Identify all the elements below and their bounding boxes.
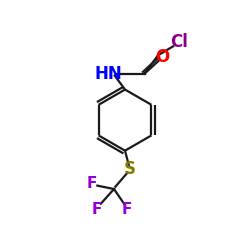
Text: Cl: Cl (170, 34, 188, 52)
Text: F: F (92, 202, 102, 216)
Text: HN: HN (94, 65, 122, 83)
Text: F: F (121, 202, 132, 216)
Text: S: S (124, 160, 136, 178)
Text: F: F (87, 176, 97, 191)
Text: O: O (155, 48, 169, 66)
